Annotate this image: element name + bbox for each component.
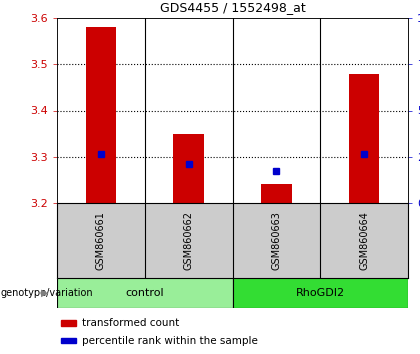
Text: GSM860661: GSM860661 (96, 211, 106, 270)
Bar (60, 320, 76, 326)
Bar (261, 184, 292, 203)
Text: GSM860662: GSM860662 (184, 211, 194, 270)
Text: ▶: ▶ (41, 288, 49, 298)
Text: control: control (126, 288, 164, 298)
Text: GSM860663: GSM860663 (271, 211, 281, 270)
Text: genotype/variation: genotype/variation (1, 288, 94, 298)
Bar (60, 338, 76, 343)
Text: GSM860664: GSM860664 (359, 211, 369, 270)
Bar (349, 74, 380, 203)
Title: GDS4455 / 1552498_at: GDS4455 / 1552498_at (160, 1, 305, 14)
Text: RhoGDI2: RhoGDI2 (296, 288, 345, 298)
Text: percentile rank within the sample: percentile rank within the sample (81, 336, 257, 346)
Bar (173, 133, 204, 203)
Text: transformed count: transformed count (81, 318, 179, 328)
Bar (57, 278, 233, 308)
Bar (233, 278, 408, 308)
Bar (86, 27, 116, 203)
